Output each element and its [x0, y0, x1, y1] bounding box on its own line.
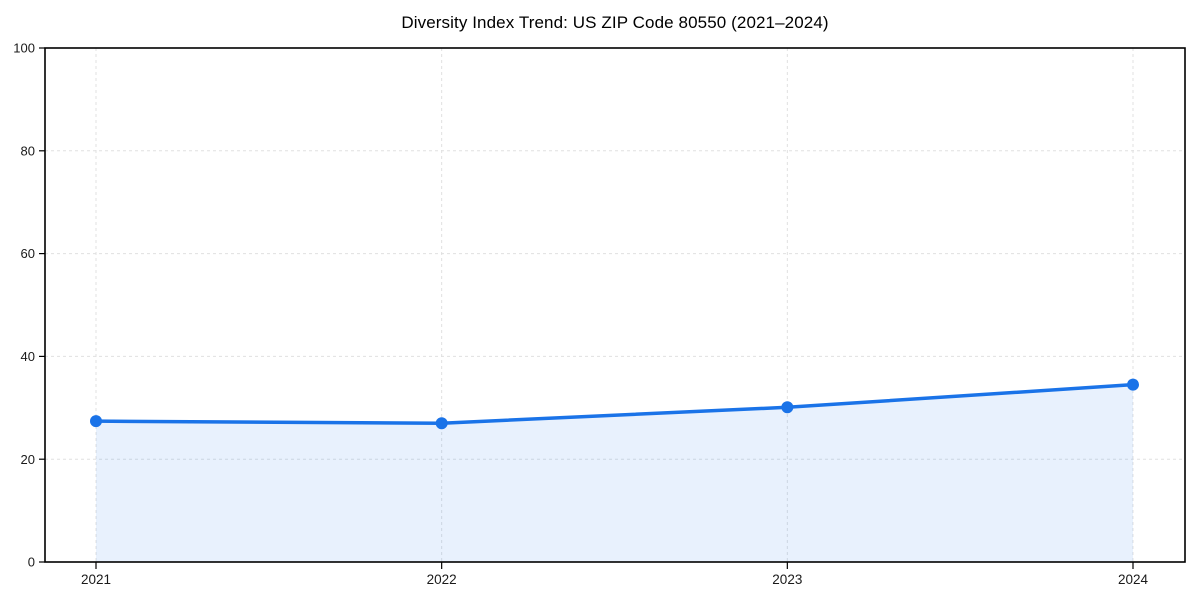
- y-axis-tick-label: 100: [13, 41, 35, 56]
- y-axis-tick-label: 0: [28, 555, 35, 570]
- chart-title: Diversity Index Trend: US ZIP Code 80550…: [401, 13, 829, 32]
- data-point-marker: [781, 401, 794, 414]
- trend-line: [94, 382, 1135, 425]
- plot-frame: [44, 47, 1186, 563]
- x-axis-tick-label: 2021: [81, 572, 111, 587]
- x-axis-tick-label: 2023: [772, 572, 802, 587]
- y-axis-tick-label: 80: [21, 143, 35, 158]
- area-fill: [96, 384, 1133, 562]
- y-axis-tick-label: 40: [21, 349, 35, 364]
- y-axis-tick-label: 20: [21, 452, 35, 467]
- x-axis-tick-label: 2024: [1118, 572, 1149, 587]
- x-axis-tick-label: 2022: [427, 572, 457, 587]
- data-point-marker: [1127, 378, 1139, 391]
- y-axis-tick-label: 60: [21, 246, 35, 261]
- data-point-marker: [435, 417, 448, 430]
- data-point-marker: [90, 415, 102, 428]
